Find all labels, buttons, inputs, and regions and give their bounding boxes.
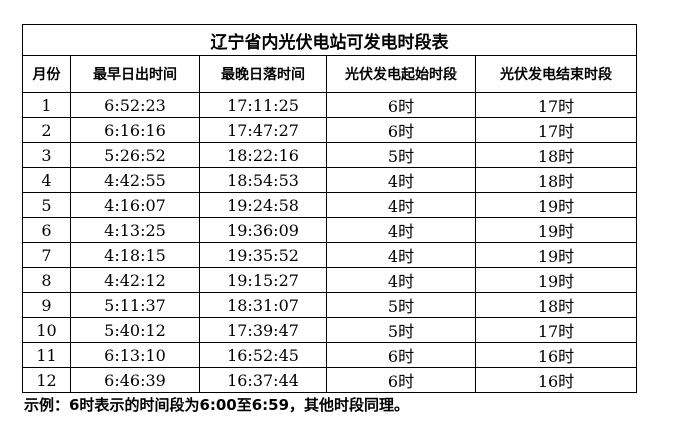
table-row: 7 4:18:15 19:35:52 4时 19时 (22, 242, 638, 268)
cell-start: 6时 (326, 117, 476, 143)
cell-sunrise: 4:18:15 (70, 242, 200, 268)
table-row: 12 6:46:39 16:37:44 6时 16时 (22, 367, 638, 393)
cell-sunrise: 6:13:10 (70, 342, 200, 368)
cell-sunset: 17:47:27 (199, 117, 327, 143)
cell-sunrise: 4:16:07 (70, 192, 200, 218)
cell-sunrise: 4:13:25 (70, 217, 200, 243)
cell-month: 6 (22, 217, 71, 243)
cell-sunset: 17:11:25 (199, 92, 327, 118)
cell-sunset: 19:35:52 (199, 242, 327, 268)
cell-month: 3 (22, 142, 71, 168)
table-row: 2 6:16:16 17:47:27 6时 17时 (22, 117, 638, 143)
cell-sunrise: 4:42:55 (70, 167, 200, 193)
table-title-row: 辽宁省内光伏电站可发电时段表 (21, 24, 638, 56)
pv-table-container: 辽宁省内光伏电站可发电时段表 月份 最早日出时间 最晚日落时间 光伏发电起始时段… (21, 24, 638, 393)
cell-sunrise: 4:42:12 (70, 267, 200, 293)
cell-sunrise: 5:40:12 (70, 317, 200, 343)
table-row: 6 4:13:25 19:36:09 4时 19时 (22, 217, 638, 243)
cell-month: 5 (22, 192, 71, 218)
cell-sunset: 19:24:58 (199, 192, 327, 218)
header-month: 月份 (22, 55, 71, 93)
header-latest-sunset: 最晚日落时间 (199, 55, 327, 93)
header-end-period: 光伏发电结束时段 (474, 55, 638, 93)
cell-sunset: 16:52:45 (199, 342, 327, 368)
cell-end: 19时 (474, 192, 638, 218)
table-row: 8 4:42:12 19:15:27 4时 19时 (22, 267, 638, 293)
cell-start: 6时 (326, 367, 476, 393)
cell-month: 4 (22, 167, 71, 193)
cell-sunrise: 6:52:23 (70, 92, 200, 118)
cell-sunrise: 6:16:16 (70, 117, 200, 143)
header-earliest-sunrise: 最早日出时间 (70, 55, 200, 93)
table-row: 9 5:11:37 18:31:07 5时 18时 (22, 292, 638, 318)
table-row: 3 5:26:52 18:22:16 5时 18时 (22, 142, 638, 168)
cell-month: 1 (22, 92, 71, 118)
pv-generation-table: 辽宁省内光伏电站可发电时段表 月份 最早日出时间 最晚日落时间 光伏发电起始时段… (21, 24, 638, 393)
table-row: 4 4:42:55 18:54:53 4时 18时 (22, 167, 638, 193)
cell-end: 18时 (474, 142, 638, 168)
cell-start: 4时 (326, 192, 476, 218)
table-row: 1 6:52:23 17:11:25 6时 17时 (22, 92, 638, 118)
table-title: 辽宁省内光伏电站可发电时段表 (21, 24, 638, 56)
cell-sunrise: 6:46:39 (70, 367, 200, 393)
cell-month: 10 (22, 317, 71, 343)
cell-start: 6时 (326, 92, 476, 118)
cell-end: 19时 (474, 242, 638, 268)
cell-sunset: 18:31:07 (199, 292, 327, 318)
cell-start: 4时 (326, 217, 476, 243)
cell-start: 4时 (326, 267, 476, 293)
cell-end: 18时 (474, 292, 638, 318)
header-start-period: 光伏发电起始时段 (326, 55, 476, 93)
cell-end: 18时 (474, 167, 638, 193)
table-row: 11 6:13:10 16:52:45 6时 16时 (22, 342, 638, 368)
cell-month: 7 (22, 242, 71, 268)
cell-sunset: 18:54:53 (199, 167, 327, 193)
cell-month: 12 (22, 367, 71, 393)
cell-start: 5时 (326, 142, 476, 168)
cell-start: 5时 (326, 292, 476, 318)
cell-month: 2 (22, 117, 71, 143)
cell-month: 9 (22, 292, 71, 318)
cell-sunrise: 5:26:52 (70, 142, 200, 168)
cell-start: 4时 (326, 167, 476, 193)
cell-end: 17时 (474, 117, 638, 143)
cell-end: 17时 (474, 92, 638, 118)
table-row: 5 4:16:07 19:24:58 4时 19时 (22, 192, 638, 218)
cell-month: 11 (22, 342, 71, 368)
table-header-row: 月份 最早日出时间 最晚日落时间 光伏发电起始时段 光伏发电结束时段 (22, 55, 638, 93)
example-note: 示例：6时表示的时间段为6:00至6:59，其他时段同理。 (24, 396, 410, 414)
cell-sunset: 19:15:27 (199, 267, 327, 293)
cell-sunset: 17:39:47 (199, 317, 327, 343)
cell-end: 16时 (474, 342, 638, 368)
cell-sunset: 18:22:16 (199, 142, 327, 168)
cell-start: 6时 (326, 342, 476, 368)
cell-sunset: 16:37:44 (199, 367, 327, 393)
cell-sunrise: 5:11:37 (70, 292, 200, 318)
cell-end: 19时 (474, 267, 638, 293)
cell-sunset: 19:36:09 (199, 217, 327, 243)
cell-end: 19时 (474, 217, 638, 243)
cell-end: 16时 (474, 367, 638, 393)
cell-start: 5时 (326, 317, 476, 343)
cell-end: 17时 (474, 317, 638, 343)
cell-month: 8 (22, 267, 71, 293)
table-row: 10 5:40:12 17:39:47 5时 17时 (22, 317, 638, 343)
cell-start: 4时 (326, 242, 476, 268)
